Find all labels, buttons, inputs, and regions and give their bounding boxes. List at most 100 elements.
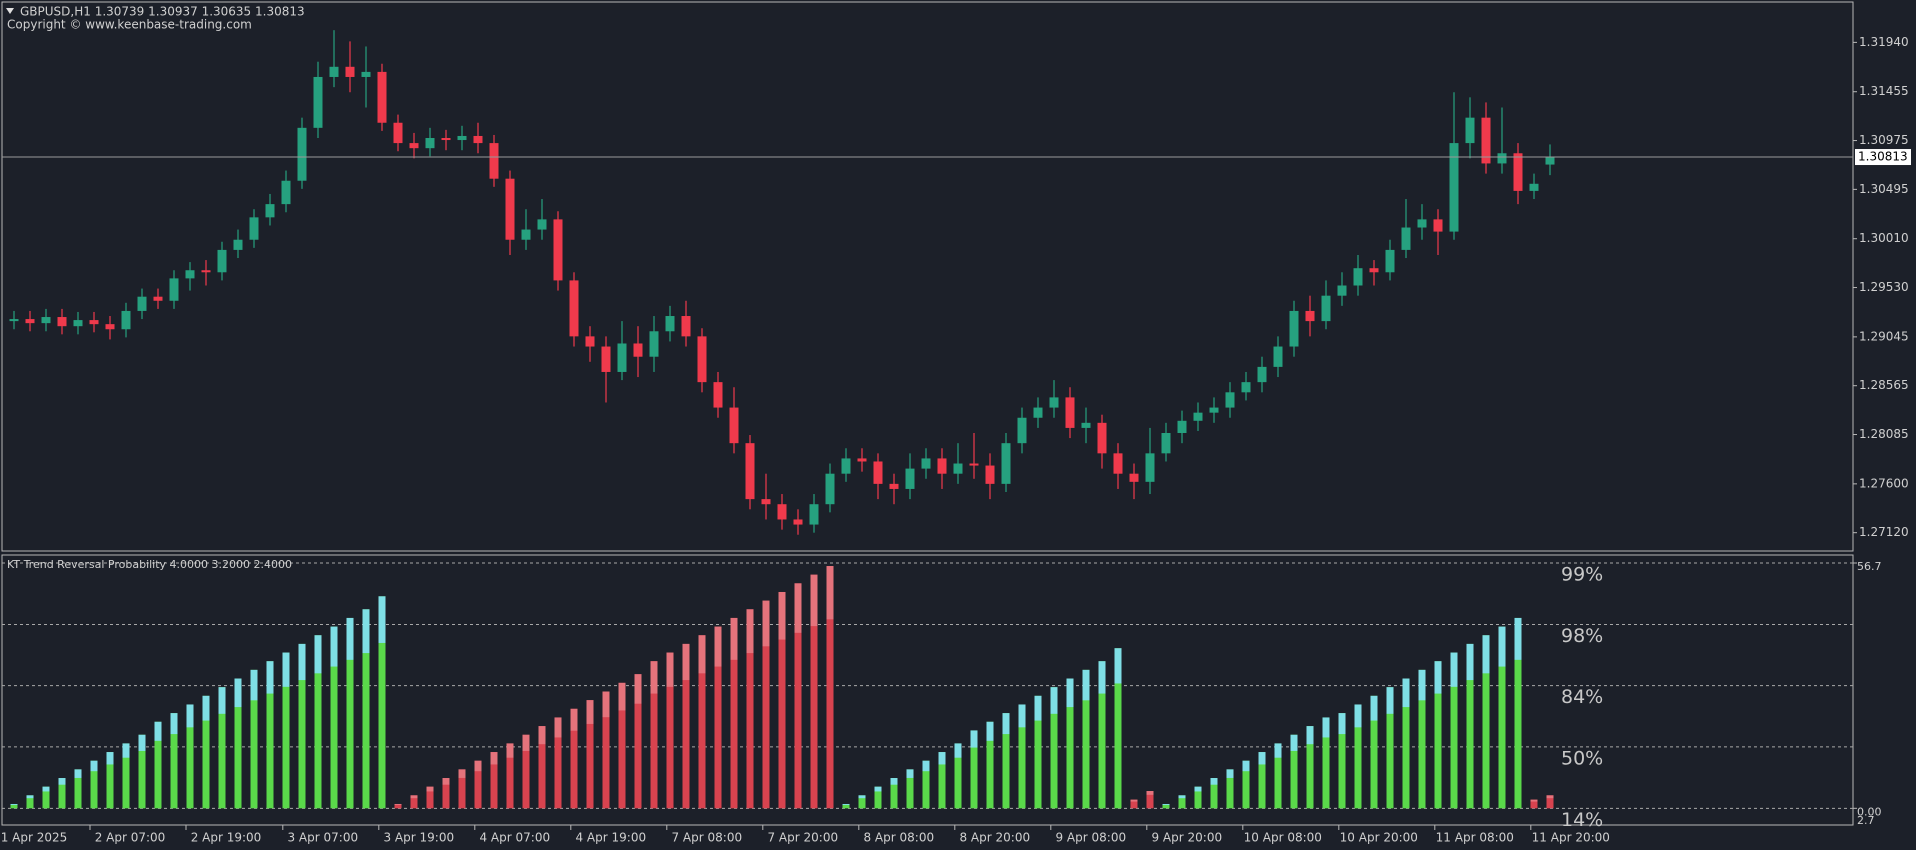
candle-body	[985, 465, 995, 484]
candle-body	[553, 219, 563, 281]
bar-cap	[106, 752, 114, 765]
bar	[154, 721, 162, 809]
candle-body	[1417, 219, 1427, 228]
candle-body	[1545, 157, 1555, 165]
bar	[1498, 626, 1506, 809]
bar	[538, 726, 546, 809]
bar	[10, 803, 18, 809]
candle-body	[1321, 295, 1331, 322]
current-price-label: 1.30813	[1858, 150, 1908, 164]
bar-cap	[1482, 635, 1490, 674]
candle-body	[185, 270, 195, 279]
candle-body	[1369, 268, 1379, 273]
candle-body	[441, 138, 451, 141]
bar-cap	[138, 734, 146, 751]
candle-body	[633, 343, 643, 357]
bar	[378, 596, 386, 809]
bar	[986, 721, 994, 809]
candle-body	[505, 178, 515, 240]
candle-body	[329, 66, 339, 77]
candle-body	[809, 504, 819, 525]
bar-cap	[202, 695, 210, 721]
bar-cap	[1322, 717, 1330, 738]
bar-cap	[650, 661, 658, 694]
bar	[506, 743, 514, 809]
x-tick-label: 2 Apr 19:00	[191, 831, 262, 845]
bar	[410, 795, 418, 809]
bar	[474, 760, 482, 809]
bar-cap	[1258, 752, 1266, 765]
bar-cap	[1402, 678, 1410, 708]
bar	[1130, 799, 1138, 809]
bar-cap	[538, 726, 546, 745]
bar	[954, 743, 962, 809]
bar-cap	[1098, 661, 1106, 694]
bar	[1274, 743, 1282, 809]
bar-cap	[954, 743, 962, 758]
candle-body	[1113, 453, 1123, 474]
bar	[442, 778, 450, 809]
bar-cap	[746, 609, 754, 654]
bar	[650, 661, 658, 809]
x-tick-label: 1 Apr 2025	[1, 831, 68, 845]
candle-body	[1145, 453, 1155, 482]
bar-cap	[1386, 687, 1394, 714]
y-tick-label: 1.27120	[1859, 525, 1909, 539]
bar-cap	[426, 786, 434, 792]
bar-cap	[26, 795, 34, 799]
bar	[858, 795, 866, 809]
candle-body	[617, 343, 627, 372]
bar	[890, 778, 898, 809]
candle-body	[137, 296, 147, 311]
bar-cap	[602, 691, 610, 718]
bar-cap	[1194, 786, 1202, 792]
candle-body	[1225, 392, 1235, 408]
bar	[1402, 678, 1410, 809]
candle-body	[777, 504, 787, 520]
x-tick-label: 2 Apr 07:00	[95, 831, 166, 845]
bar	[106, 752, 114, 809]
candle-body	[281, 180, 291, 205]
bar-cap	[1418, 669, 1426, 701]
x-tick-label: 3 Apr 19:00	[383, 831, 454, 845]
bar	[1546, 795, 1554, 809]
bar	[170, 713, 178, 809]
y-tick-label: 1.28565	[1859, 378, 1909, 392]
bar-cap	[682, 643, 690, 681]
bar	[1114, 648, 1122, 809]
candle-body	[1337, 285, 1347, 296]
bar-cap	[378, 596, 386, 643]
bar	[874, 786, 882, 809]
candle-body	[697, 336, 707, 383]
candle-body	[729, 407, 739, 444]
candle-body	[361, 71, 371, 77]
bar-cap	[1466, 643, 1474, 681]
bar	[490, 752, 498, 809]
bar	[554, 717, 562, 809]
bar-cap	[810, 574, 818, 627]
level-label: 99%	[1561, 564, 1603, 586]
candle-body	[41, 317, 51, 324]
bar	[1258, 752, 1266, 809]
bar	[426, 786, 434, 809]
bar-cap	[586, 700, 594, 724]
candle-body	[1161, 433, 1171, 454]
candle-body	[1513, 153, 1523, 191]
bar-cap	[826, 566, 834, 620]
bar-cap	[1082, 669, 1090, 701]
level-label: 84%	[1561, 686, 1603, 708]
bar	[1194, 786, 1202, 809]
bar	[666, 652, 674, 809]
candle-body	[121, 310, 131, 330]
current-price-box	[1855, 149, 1911, 166]
candle-body	[1033, 407, 1043, 418]
candle-body	[585, 336, 595, 347]
bar-cap	[58, 778, 66, 785]
bar-cap	[1146, 791, 1154, 795]
level-label: 14%	[1561, 809, 1603, 831]
level-label: 98%	[1561, 625, 1603, 647]
y-tick-label: 0.00	[1857, 805, 1882, 818]
bar-cap	[906, 769, 914, 778]
bar	[74, 769, 82, 809]
